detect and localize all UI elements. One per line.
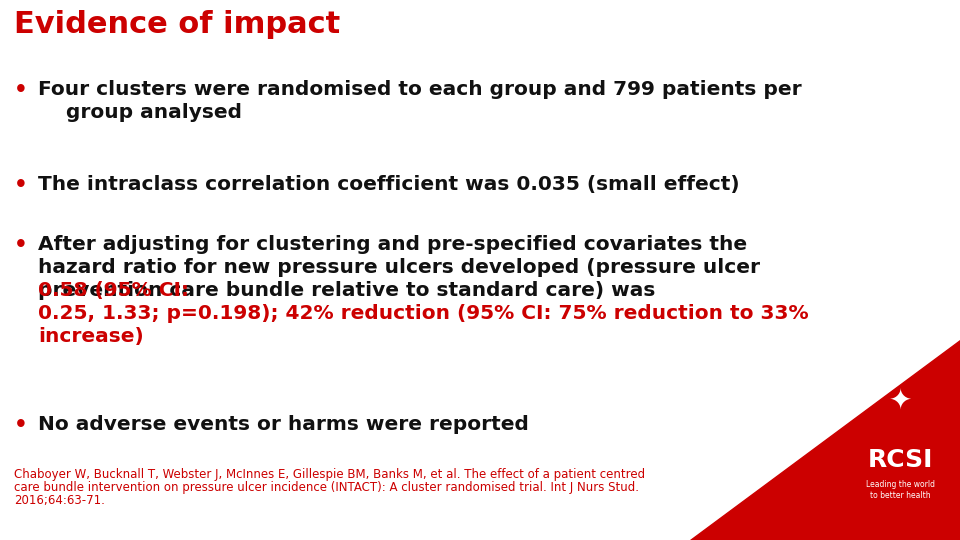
Text: ✦: ✦ xyxy=(888,386,912,414)
Polygon shape xyxy=(690,340,960,540)
Text: Chaboyer W, Bucknall T, Webster J, McInnes E, Gillespie BM, Banks M, et al. The : Chaboyer W, Bucknall T, Webster J, McInn… xyxy=(14,468,645,481)
Text: RCSI: RCSI xyxy=(867,448,933,472)
Text: Four clusters were randomised to each group and 799 patients per
    group analy: Four clusters were randomised to each gr… xyxy=(38,80,802,122)
Text: 0.58 (95% CI:
0.25, 1.33; p=0.198); 42% reduction (95% CI: 75% reduction to 33%
: 0.58 (95% CI: 0.25, 1.33; p=0.198); 42% … xyxy=(38,281,808,346)
Text: Leading the world
to better health: Leading the world to better health xyxy=(866,480,934,500)
Text: No adverse events or harms were reported: No adverse events or harms were reported xyxy=(38,415,529,434)
Text: care bundle intervention on pressure ulcer incidence (INTACT): A cluster randomi: care bundle intervention on pressure ulc… xyxy=(14,481,639,494)
Text: Evidence of impact: Evidence of impact xyxy=(14,10,340,39)
Text: The intraclass correlation coefficient was 0.035 (small effect): The intraclass correlation coefficient w… xyxy=(38,175,739,194)
Text: •: • xyxy=(14,80,28,100)
Text: 2016;64:63-71.: 2016;64:63-71. xyxy=(14,494,105,508)
Text: •: • xyxy=(14,175,28,195)
Text: •: • xyxy=(14,415,28,435)
Text: •: • xyxy=(14,235,28,255)
Text: After adjusting for clustering and pre-specified covariates the
hazard ratio for: After adjusting for clustering and pre-s… xyxy=(38,235,760,300)
